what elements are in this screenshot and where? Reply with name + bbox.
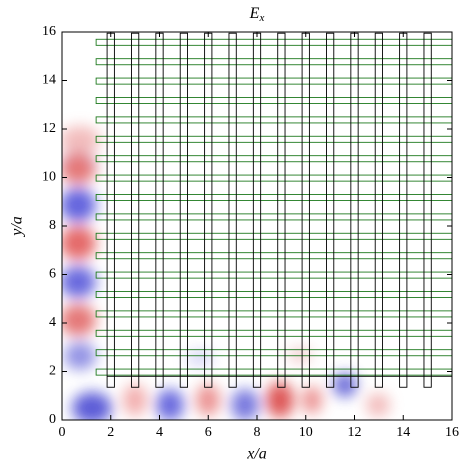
x-tick-label: 2 xyxy=(107,425,114,440)
x-tick-label: 0 xyxy=(59,425,66,440)
black-rod xyxy=(155,32,164,388)
green-rod xyxy=(95,213,453,221)
black-rod xyxy=(423,32,432,388)
y-tick-label: 14 xyxy=(42,73,56,88)
black-rod xyxy=(106,32,115,388)
title-subscript: x xyxy=(258,12,264,24)
black-rod xyxy=(301,32,310,388)
y-tick-label: 8 xyxy=(49,218,56,233)
green-rod xyxy=(95,291,453,298)
y-tick-label: 12 xyxy=(42,121,56,136)
black-rod xyxy=(350,32,359,388)
black-rod xyxy=(228,32,237,388)
x-tick-label: 8 xyxy=(254,425,261,440)
green-rod xyxy=(95,252,453,260)
x-tick-label: 12 xyxy=(348,425,362,440)
x-axis-label: x/a xyxy=(246,446,267,463)
y-tick-label: 16 xyxy=(42,24,56,39)
green-rod xyxy=(95,310,453,318)
green-rod xyxy=(95,155,453,163)
green-rod xyxy=(95,135,453,143)
green-rod xyxy=(95,97,453,104)
structure xyxy=(95,32,453,388)
field-map xyxy=(62,126,390,420)
y-tick-label: 10 xyxy=(42,170,56,185)
black-rod xyxy=(252,32,262,388)
green-rod xyxy=(95,349,453,357)
green-rod xyxy=(95,329,453,337)
green-rod xyxy=(95,116,453,124)
green-rod xyxy=(95,271,453,279)
y-tick-label: 0 xyxy=(49,412,56,427)
black-rod xyxy=(326,32,335,388)
black-rod xyxy=(399,32,408,388)
x-tick-label: 16 xyxy=(445,425,459,440)
black-rod xyxy=(179,32,188,388)
y-tick-label: 2 xyxy=(49,364,56,379)
x-tick-label: 14 xyxy=(396,425,410,440)
x-tick-label: 4 xyxy=(156,425,163,440)
green-rod xyxy=(95,194,453,201)
y-axis-label: y/a xyxy=(9,216,26,238)
black-rod xyxy=(204,32,213,388)
chart-title: Ex xyxy=(249,5,265,24)
black-rod xyxy=(131,32,140,388)
plot-frame xyxy=(61,31,453,421)
y-tick-label: 6 xyxy=(49,267,56,282)
black-rod xyxy=(374,32,383,388)
x-tick-label: 6 xyxy=(205,425,212,440)
black-rod xyxy=(277,32,286,388)
green-rod xyxy=(95,174,453,182)
green-rod xyxy=(95,368,453,376)
x-tick-label: 10 xyxy=(299,425,313,440)
green-rod xyxy=(95,38,453,46)
green-rod xyxy=(95,58,453,66)
green-rod xyxy=(95,77,453,85)
y-tick-label: 4 xyxy=(49,315,56,330)
green-rod xyxy=(95,232,453,240)
title-main: E xyxy=(249,5,260,22)
